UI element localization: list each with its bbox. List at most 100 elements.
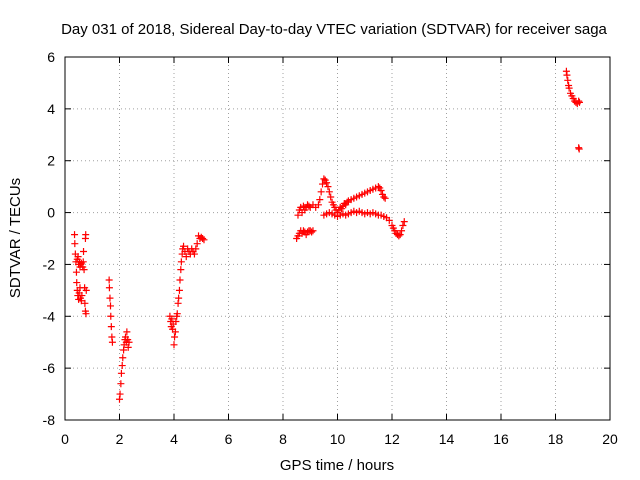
x-tick-label: 2 — [116, 431, 124, 447]
data-point — [119, 354, 127, 362]
x-tick-label: 6 — [225, 431, 233, 447]
data-point — [308, 228, 316, 236]
data-point — [320, 175, 328, 183]
data-point — [343, 198, 351, 206]
x-tick-label: 12 — [384, 431, 400, 447]
data-point — [172, 317, 180, 325]
y-tick-label: 2 — [47, 153, 55, 169]
data-point — [117, 369, 125, 377]
data-point — [399, 222, 407, 230]
data-point — [71, 240, 79, 248]
data-point — [325, 188, 333, 196]
y-tick-label: 4 — [47, 101, 55, 117]
data-point — [309, 227, 317, 235]
data-point — [564, 76, 572, 84]
data-point — [374, 183, 382, 191]
data-point — [575, 145, 583, 153]
data-point — [316, 196, 324, 204]
data-point — [176, 276, 184, 284]
data-point — [182, 253, 190, 261]
data-point — [398, 227, 406, 235]
y-tick-label: 6 — [47, 49, 55, 65]
grid — [65, 57, 610, 420]
data-point — [200, 236, 208, 244]
data-point — [171, 328, 179, 336]
data-point — [377, 187, 385, 195]
data-point — [81, 299, 89, 307]
data-point — [78, 292, 86, 300]
data-point — [73, 279, 81, 287]
y-axis-label: SDTVAR / TECUs — [7, 178, 24, 298]
y-tick-label: -8 — [43, 412, 56, 428]
chart-title: Day 031 of 2018, Sidereal Day-to-day VTE… — [61, 21, 607, 38]
data-point — [396, 231, 404, 239]
data-point — [317, 188, 325, 196]
data-points — [71, 67, 583, 403]
data-point — [381, 194, 389, 202]
x-tick-label: 16 — [493, 431, 509, 447]
data-point — [180, 242, 188, 250]
data-point — [319, 180, 327, 188]
x-tick-label: 20 — [602, 431, 618, 447]
y-tick-label: -6 — [43, 360, 56, 376]
data-point — [305, 202, 313, 210]
x-tick-label: 10 — [330, 431, 346, 447]
x-tick-label: 14 — [439, 431, 455, 447]
data-point — [177, 266, 185, 274]
data-point — [171, 333, 179, 341]
data-point — [385, 216, 393, 224]
data-point — [105, 276, 113, 284]
data-point — [105, 284, 113, 292]
data-point — [72, 268, 80, 276]
x-tick-labels: 0 2 4 6 8 10 12 14 16 18 20 — [61, 431, 618, 447]
data-point — [80, 266, 88, 274]
data-point — [175, 294, 183, 302]
data-point — [71, 231, 79, 239]
x-tick-label: 8 — [279, 431, 287, 447]
data-point — [118, 362, 126, 370]
data-point — [80, 247, 88, 255]
y-tick-labels: -8 -6 -4 -2 0 2 4 6 — [43, 49, 56, 428]
data-point — [74, 253, 82, 261]
data-point — [327, 193, 335, 201]
data-point — [177, 258, 185, 266]
data-point — [108, 338, 116, 346]
data-point — [563, 71, 571, 79]
data-point — [106, 294, 114, 302]
data-point — [395, 232, 403, 240]
y-tick-label: -4 — [43, 308, 56, 324]
data-point — [107, 302, 115, 310]
data-point — [199, 235, 207, 242]
axis-ticks — [64, 56, 611, 421]
data-point — [575, 98, 583, 106]
data-point — [192, 245, 200, 253]
data-point — [575, 97, 583, 105]
data-point — [294, 211, 302, 219]
data-point — [565, 84, 573, 92]
y-tick-label: -2 — [43, 256, 56, 272]
data-point — [400, 218, 408, 226]
data-point — [117, 380, 125, 388]
data-point — [314, 201, 322, 209]
x-tick-label: 4 — [170, 431, 178, 447]
data-point — [323, 179, 331, 187]
data-point — [170, 341, 178, 349]
data-point — [123, 328, 131, 336]
data-point — [168, 315, 176, 323]
x-tick-label: 18 — [548, 431, 564, 447]
data-point — [107, 323, 115, 331]
data-point — [82, 310, 90, 318]
data-point — [324, 183, 332, 191]
data-point — [125, 338, 133, 346]
data-point — [107, 312, 115, 320]
x-tick-label: 0 — [61, 431, 69, 447]
data-point — [175, 286, 183, 294]
data-point — [82, 231, 90, 239]
x-axis-label: GPS time / hours — [280, 457, 394, 474]
data-point — [380, 193, 388, 201]
data-point — [79, 258, 87, 266]
data-point — [82, 286, 90, 294]
data-point — [124, 343, 132, 351]
data-point — [193, 240, 201, 248]
